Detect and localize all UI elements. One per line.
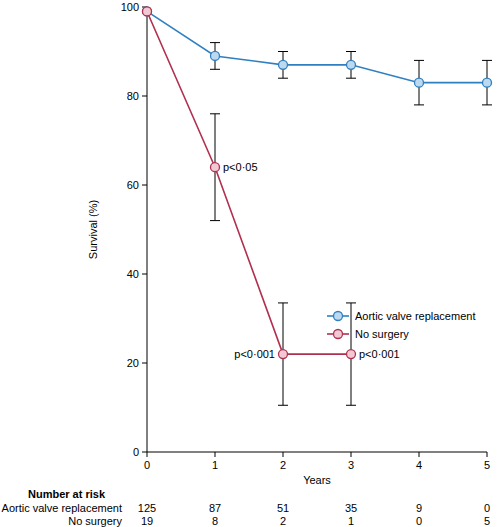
legend-marker	[334, 330, 343, 339]
x-tick	[487, 452, 488, 457]
legend-item: No surgery	[327, 328, 409, 340]
x-axis-label: Years	[303, 474, 331, 486]
risk-row-label: Aortic valve replacement	[2, 502, 122, 514]
y-tick-label: 20	[127, 357, 139, 369]
error-bar	[210, 114, 220, 221]
series-marker	[347, 60, 356, 69]
x-tick	[147, 452, 148, 457]
error-bar-cap	[346, 51, 356, 52]
chart: 020406080100012345YearsSurvival (%)p<0·0…	[0, 0, 500, 527]
x-tick-label: 3	[348, 459, 354, 471]
risk-value: 125	[138, 502, 156, 514]
y-tick-label: 100	[121, 1, 139, 13]
plot-area	[143, 7, 493, 405]
error-bar-cap	[210, 69, 220, 70]
y-tick	[142, 452, 147, 453]
error-bar	[414, 60, 424, 105]
risk-value: 5	[484, 515, 490, 527]
error-bar-cap	[482, 104, 492, 105]
series-marker	[143, 7, 152, 16]
risk-value: 51	[277, 502, 289, 514]
y-tick-label: 80	[127, 90, 139, 102]
error-bar-cap	[278, 405, 288, 406]
series-marker	[211, 163, 220, 172]
series-marker	[415, 78, 424, 87]
error-bar-cap	[414, 60, 424, 61]
x-tick	[215, 452, 216, 457]
x-tick	[419, 452, 420, 457]
legend-label: No surgery	[355, 328, 409, 340]
error-bar	[346, 52, 356, 79]
y-tick-label: 60	[127, 179, 139, 191]
risk-row-label: No surgery	[68, 515, 122, 527]
risk-value: 8	[212, 515, 218, 527]
series-marker	[347, 350, 356, 359]
annotation: p<0·001	[359, 348, 400, 360]
y-tick	[142, 96, 147, 97]
error-bar-cap	[278, 51, 288, 52]
error-bar	[210, 43, 220, 70]
error-bar-cap	[210, 220, 220, 221]
x-tick-label: 1	[212, 459, 218, 471]
risk-value: 87	[209, 502, 221, 514]
annotation: p<0·001	[234, 348, 275, 360]
y-tick	[142, 363, 147, 364]
risk-title: Number at risk	[28, 488, 106, 500]
risk-value: 0	[416, 515, 422, 527]
risk-value: 1	[348, 515, 354, 527]
x-tick	[283, 452, 284, 457]
risk-value: 35	[345, 502, 357, 514]
series-marker	[279, 60, 288, 69]
series-marker	[279, 350, 288, 359]
y-axis-label: Survival (%)	[87, 200, 99, 259]
legend-label: Aortic valve replacement	[355, 310, 475, 322]
error-bar-cap	[210, 113, 220, 114]
error-bar	[482, 60, 492, 105]
y-tick-label: 40	[127, 268, 139, 280]
error-bar-cap	[482, 60, 492, 61]
x-axis	[147, 452, 487, 453]
legend-item: Aortic valve replacement	[327, 310, 475, 322]
series-marker	[483, 78, 492, 87]
x-tick-label: 5	[484, 459, 490, 471]
error-bar	[278, 303, 288, 405]
y-tick	[142, 274, 147, 275]
annotation: p<0·05	[223, 161, 258, 173]
error-bar-cap	[346, 78, 356, 79]
series-line	[147, 11, 487, 82]
error-bar-cap	[346, 302, 356, 303]
x-tick	[351, 452, 352, 457]
y-tick	[142, 185, 147, 186]
error-bar-cap	[278, 78, 288, 79]
legend-marker	[334, 312, 343, 321]
series-line	[147, 11, 351, 354]
error-bar	[278, 52, 288, 79]
error-bar-cap	[414, 104, 424, 105]
series-marker	[211, 51, 220, 60]
x-tick-label: 0	[144, 459, 150, 471]
y-axis	[147, 7, 148, 452]
x-tick-label: 4	[416, 459, 422, 471]
error-bar-cap	[278, 302, 288, 303]
x-tick-label: 2	[280, 459, 286, 471]
error-bar-cap	[346, 405, 356, 406]
y-tick-label: 0	[133, 446, 139, 458]
risk-value: 2	[280, 515, 286, 527]
series-marker	[143, 7, 152, 16]
risk-value: 0	[484, 502, 490, 514]
error-bar-cap	[210, 42, 220, 43]
risk-value: 9	[416, 502, 422, 514]
risk-value: 19	[141, 515, 153, 527]
